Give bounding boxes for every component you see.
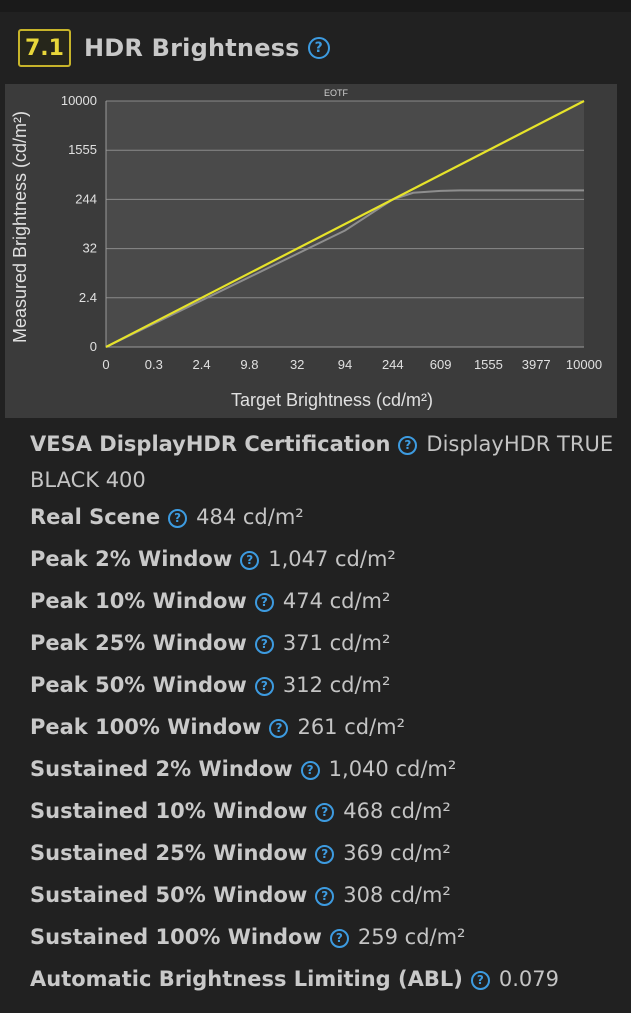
spec-row: Peak 100% Window? 261 cd/m² <box>30 712 615 742</box>
spec-label: Automatic Brightness Limiting (ABL) <box>30 967 463 991</box>
spec-label: Real Scene <box>30 505 161 529</box>
spec-row: Sustained 100% Window? 259 cd/m² <box>30 922 615 952</box>
section-title: HDR Brightness <box>84 34 300 62</box>
y-axis-label: Measured Brightness (cd/m²) <box>10 111 30 343</box>
section-header: 7.1 HDR Brightness ? <box>18 28 330 68</box>
spec-label: Sustained 25% Window <box>30 841 308 865</box>
spec-label: Sustained 100% Window <box>30 925 322 949</box>
chart-title: EOTF <box>324 88 349 98</box>
eotf-chart-svg: 0 2.4 32 244 1555 10000 0 0.3 2.4 9.8 32 94 244 609 15… <box>10 88 602 410</box>
spec-row: Sustained 25% Window? 369 cd/m² <box>30 838 615 868</box>
spec-row: Automatic Brightness Limiting (ABL)? 0.07… <box>30 964 615 994</box>
x-tick-label: 10000 <box>566 357 602 372</box>
spec-label: Peak 100% Window <box>30 715 262 739</box>
y-tick-label: 2.4 <box>79 290 97 305</box>
spec-label: Peak 25% Window <box>30 631 247 655</box>
question-circle-icon[interactable]: ? <box>168 508 188 528</box>
y-tick-label: 244 <box>75 191 97 206</box>
spec-value: 1,047 cd/m² <box>268 547 396 571</box>
spec-value: 312 cd/m² <box>282 673 391 697</box>
x-axis-label: Target Brightness (cd/m²) <box>231 390 433 410</box>
x-tick-label: 2.4 <box>193 357 211 372</box>
question-circle-icon[interactable]: ? <box>300 760 320 780</box>
x-tick-label: 32 <box>290 357 304 372</box>
question-circle-icon[interactable]: ? <box>329 928 349 948</box>
spec-row: Peak 10% Window? 474 cd/m² <box>30 586 615 616</box>
question-circle-icon[interactable]: ? <box>315 886 335 906</box>
spec-value: 474 cd/m² <box>282 589 391 613</box>
x-tick-label: 94 <box>338 357 352 372</box>
x-tick-label: 0 <box>102 357 109 372</box>
x-tick-label: 1555 <box>474 357 503 372</box>
series-line-measured <box>105 189 584 348</box>
eotf-chart: 0 2.4 32 244 1555 10000 0 0.3 2.4 9.8 32 94 244 609 15… <box>5 84 617 418</box>
spec-value: 371 cd/m² <box>282 631 391 655</box>
question-circle-icon[interactable]: ? <box>240 550 260 570</box>
question-circle-icon[interactable]: ? <box>398 435 418 455</box>
y-tick-label: 0 <box>90 339 97 354</box>
spec-value: 308 cd/m² <box>343 883 451 907</box>
spec-row: Peak 2% Window? 1,047 cd/m² <box>30 544 615 574</box>
spec-row: Sustained 2% Window? 1,040 cd/m² <box>30 754 615 784</box>
spec-label: Peak 50% Window <box>30 673 247 697</box>
spec-value: 1,040 cd/m² <box>328 757 457 781</box>
question-circle-icon[interactable]: ? <box>315 802 335 822</box>
question-circle-icon[interactable]: ? <box>315 844 335 864</box>
spec-value: 0.079 <box>498 967 559 991</box>
spec-value: 369 cd/m² <box>343 841 451 865</box>
spec-label: VESA DisplayHDR Certification <box>30 432 391 456</box>
spec-row: Sustained 10% Window? 468 cd/m² <box>30 796 615 826</box>
spec-row: Peak 25% Window? 371 cd/m² <box>30 628 615 658</box>
top-strip <box>0 0 631 12</box>
spec-value: 259 cd/m² <box>357 925 466 949</box>
series-line-target <box>105 100 585 348</box>
spec-value: 484 cd/m² <box>196 505 304 529</box>
spec-row: Peak 50% Window? 312 cd/m² <box>30 670 615 700</box>
spec-row: VESA DisplayHDR Certification? DisplayHDR… <box>30 426 615 498</box>
spec-label: Sustained 50% Window <box>30 883 308 907</box>
spec-label: Sustained 10% Window <box>30 799 308 823</box>
question-circle-icon[interactable]: ? <box>269 718 289 738</box>
x-tick-label: 3977 <box>522 357 551 372</box>
score-badge: 7.1 <box>18 29 71 67</box>
question-circle-icon[interactable]: ? <box>254 676 274 696</box>
x-tick-label: 9.8 <box>240 357 258 372</box>
spec-label: Sustained 2% Window <box>30 757 293 781</box>
spec-label: Peak 2% Window <box>30 547 233 571</box>
x-tick-label: 244 <box>382 357 404 372</box>
x-tick-label: 609 <box>430 357 452 372</box>
question-circle-icon[interactable]: ? <box>307 37 330 59</box>
x-tick-label: 0.3 <box>145 357 163 372</box>
y-tick-label: 32 <box>83 241 97 256</box>
spec-list: VESA DisplayHDR Certification? DisplayHDR… <box>30 426 615 1006</box>
y-tick-label: 10000 <box>61 93 97 108</box>
question-circle-icon[interactable]: ? <box>254 592 274 612</box>
question-circle-icon[interactable]: ? <box>254 634 274 654</box>
spec-row: Sustained 50% Window? 308 cd/m² <box>30 880 615 910</box>
spec-value: 261 cd/m² <box>297 715 406 739</box>
spec-row: Real Scene? 484 cd/m² <box>30 502 615 532</box>
spec-value: 468 cd/m² <box>343 799 451 823</box>
y-tick-label: 1555 <box>68 142 97 157</box>
spec-value: DisplayHDR TRUE BLACK 400 <box>30 432 614 492</box>
question-circle-icon[interactable]: ? <box>470 970 490 990</box>
spec-label: Peak 10% Window <box>30 589 247 613</box>
